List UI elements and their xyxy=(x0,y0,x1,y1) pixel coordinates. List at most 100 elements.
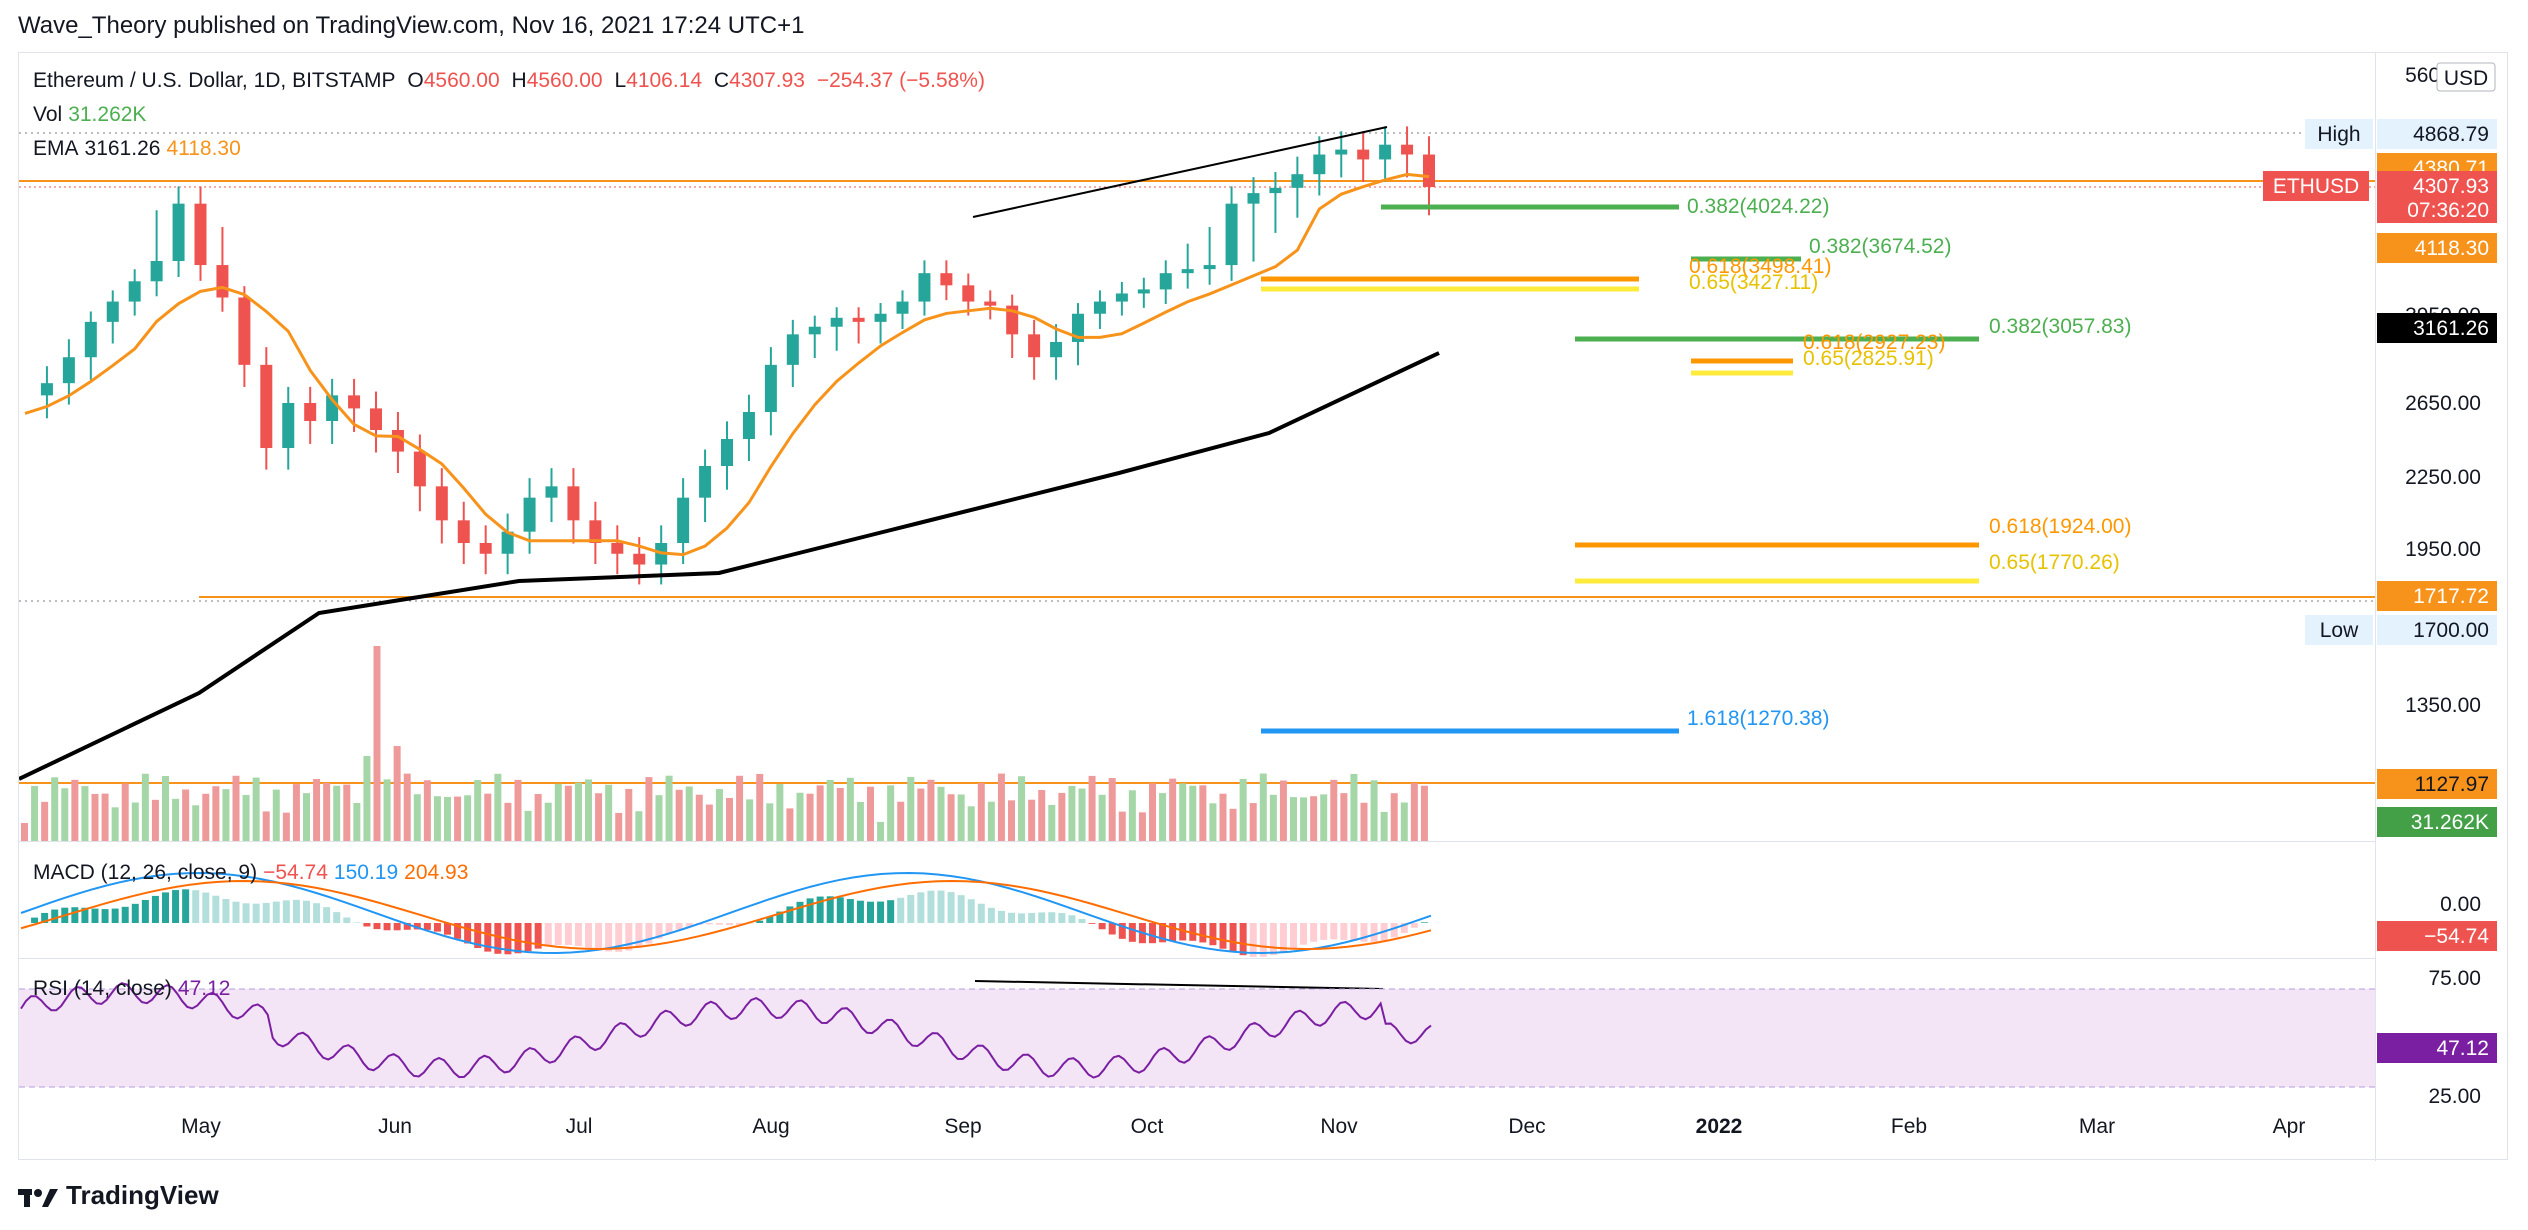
price-chart[interactable]: MayJunJulAugSepOctNovDec2022FebMarApr560… xyxy=(19,53,2509,1161)
price-box-4 xyxy=(2377,313,2497,343)
volume-bar xyxy=(726,797,733,841)
macd-hist-bar xyxy=(1048,912,1056,923)
candle-body xyxy=(1115,293,1128,302)
macd-hist-bar xyxy=(1229,923,1237,953)
low-value: 4106.14 xyxy=(626,69,703,92)
currency-box xyxy=(2436,62,2496,92)
macd-hist-bar xyxy=(937,890,945,923)
macd-hist-bar xyxy=(615,923,623,952)
macd-hist-bar xyxy=(182,889,190,923)
macd-hist-bar xyxy=(554,923,562,946)
candle-body xyxy=(304,403,317,421)
macd-hist-bar xyxy=(645,923,653,944)
vol-label: Vol xyxy=(33,103,63,126)
footer-brand[interactable]: TradingView xyxy=(18,1180,219,1211)
volume-bar xyxy=(494,773,502,841)
volume-bar xyxy=(1420,785,1428,841)
volume-bar xyxy=(937,786,945,841)
volume-bar xyxy=(383,779,391,841)
tradingview-logo-icon xyxy=(18,1185,58,1207)
candle-body xyxy=(1203,265,1216,270)
macd-hist-bar xyxy=(363,923,371,927)
macd-hist-bar xyxy=(484,923,492,952)
macd-hist-bar xyxy=(373,923,381,930)
volume-bar xyxy=(141,773,149,841)
macd-hist-bar xyxy=(977,903,985,923)
candle-body xyxy=(62,357,75,384)
volume-bar xyxy=(595,793,603,841)
volume-bar xyxy=(1008,800,1015,841)
macd-hist-bar xyxy=(1199,923,1207,943)
volume-bar xyxy=(41,801,49,841)
rsi-value: 47.12 xyxy=(177,977,231,1000)
fib-label-1: 0.382(3674.52) xyxy=(1809,235,1951,258)
fib-label-4: 0.382(3057.83) xyxy=(1989,315,2131,338)
macd-hist-bar xyxy=(303,900,310,923)
rsi-value-box xyxy=(2377,1033,2497,1063)
volume-bar xyxy=(444,796,451,841)
vol-value: 31.262K xyxy=(68,103,147,126)
volume-bar xyxy=(514,779,522,841)
macd-hist-bar xyxy=(202,892,210,923)
fib-label-6: 0.65(2825.91) xyxy=(1803,347,1934,370)
candle-body xyxy=(1050,341,1063,358)
volume-bar xyxy=(1300,797,1308,841)
volume-bar xyxy=(1249,803,1257,841)
macd-hist-bar xyxy=(826,896,834,923)
macd-hist-bar xyxy=(1370,923,1378,942)
price-box-6 xyxy=(2377,615,2497,645)
volume-bar xyxy=(202,793,210,841)
volume-bar xyxy=(131,802,139,841)
volume-bar xyxy=(816,785,824,841)
volume-bar xyxy=(292,784,300,841)
candle-body xyxy=(611,543,624,554)
macd-hist-bar xyxy=(776,911,784,923)
volume-bar xyxy=(806,793,814,841)
fib-label-8: 0.65(1770.26) xyxy=(1989,551,2120,574)
volume-bar xyxy=(947,794,955,841)
macd-hist-bar xyxy=(413,923,421,930)
price-tick-2650.00: 2650.00 xyxy=(2405,392,2481,415)
candle-body xyxy=(830,317,843,327)
volume-bar xyxy=(1310,796,1318,841)
volume-bar xyxy=(544,802,552,841)
rsi-tick-75: 75.00 xyxy=(2428,967,2481,990)
macd-hist-bar xyxy=(625,923,633,951)
tag-label-high: High xyxy=(2317,123,2360,146)
volume-bar xyxy=(91,793,99,841)
volume-bar xyxy=(846,777,854,841)
publish-header: Wave_Theory published on TradingView.com… xyxy=(18,12,805,39)
candle-body xyxy=(523,497,536,532)
macd-hist-bar xyxy=(1410,923,1418,928)
macd-hist-bar xyxy=(635,923,643,948)
volume-bar xyxy=(605,784,613,841)
candle-body xyxy=(282,403,295,448)
rsi-band xyxy=(19,989,2375,1087)
price-tick-2250.00: 2250.00 xyxy=(2405,466,2481,489)
volume-bar xyxy=(1410,783,1418,841)
volume-bar xyxy=(524,810,532,841)
macd-hist-bar xyxy=(887,900,895,923)
macd-hist-bar xyxy=(514,923,522,954)
close-value: 4307.93 xyxy=(729,69,805,92)
price-tick-1950.00: 1950.00 xyxy=(2405,538,2481,561)
candle-body xyxy=(457,520,470,543)
volume-bar xyxy=(1108,778,1116,841)
macd-hist-bar xyxy=(423,923,431,930)
macd-hist-bar xyxy=(111,908,119,923)
volume-bar xyxy=(736,775,744,841)
macd-hist-bar xyxy=(796,901,804,923)
macd-hist-bar xyxy=(675,923,683,930)
volume-bar xyxy=(927,779,935,841)
x-tick-aug: Aug xyxy=(752,1115,789,1138)
macd-hist-bar xyxy=(313,903,321,923)
volume-bar xyxy=(1390,793,1398,841)
chart-frame[interactable]: MayJunJulAugSepOctNovDec2022FebMarApr560… xyxy=(18,52,2509,1161)
x-tick-nov: Nov xyxy=(1320,1115,1358,1138)
volume-bar xyxy=(313,779,321,841)
macd-hist-bar xyxy=(474,923,482,949)
volume-bar xyxy=(61,788,69,841)
macd-hist-bar xyxy=(1400,923,1408,934)
volume-bar xyxy=(373,646,381,841)
volume-bar xyxy=(121,783,129,841)
